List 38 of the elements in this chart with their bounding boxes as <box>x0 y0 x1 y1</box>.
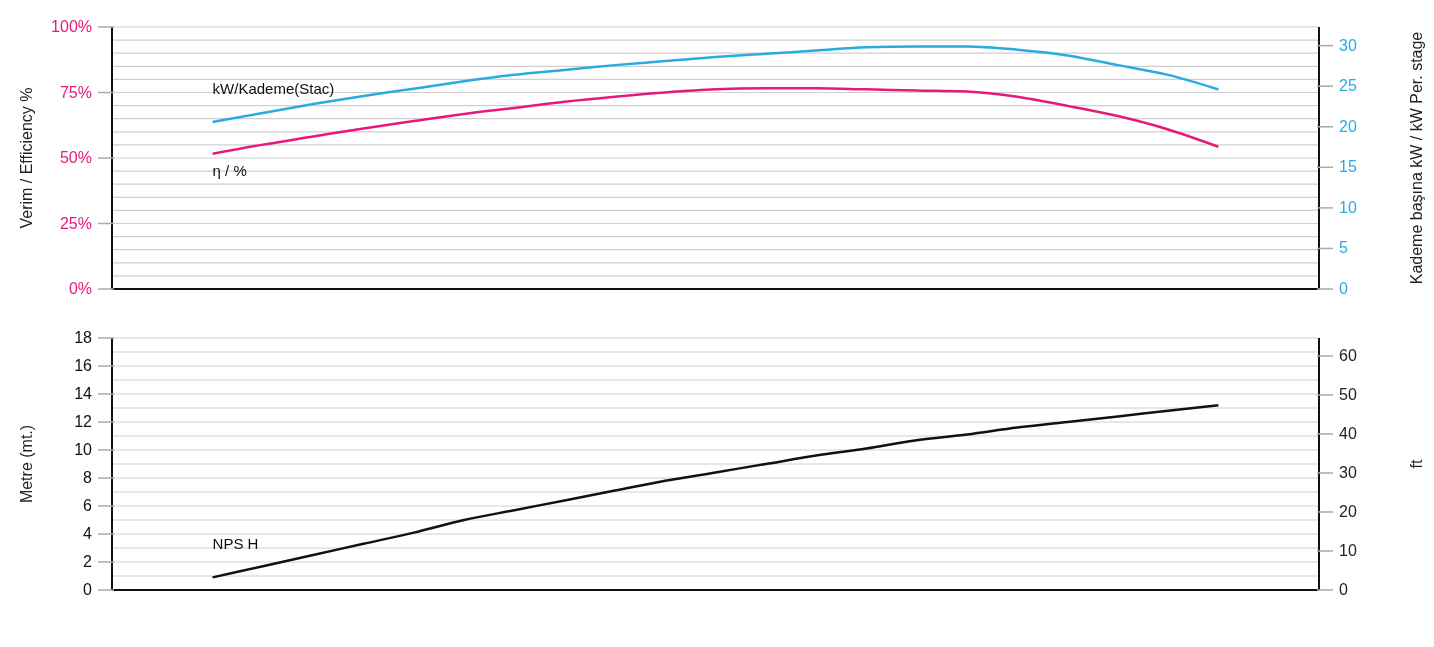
y2-tick-label: 30 <box>1339 463 1357 481</box>
y-tick-label: 50% <box>59 149 92 166</box>
y-tick-label: 25% <box>59 214 92 232</box>
y-axis-title: Metre (mt.) <box>17 424 35 504</box>
y-tick-label: 12 <box>74 413 93 430</box>
y2-tick-label: 20 <box>1339 117 1357 135</box>
y-tick-label: 75% <box>59 83 92 101</box>
series-label: η / % <box>212 161 247 179</box>
y2-tick-label: 10 <box>1339 541 1357 559</box>
y2-axis-title: Kademe başına kW / kW Per. stage <box>1407 31 1425 285</box>
series-label: NPS H <box>212 535 259 553</box>
y2-tick-label: 15 <box>1339 158 1357 176</box>
y-tick-label: 4 <box>83 525 93 542</box>
y2-tick-label: 20 <box>1339 502 1357 520</box>
y2-tick-label: 10 <box>1339 198 1357 216</box>
y-tick-label: 18 <box>74 329 93 346</box>
y2-tick-label: 0 <box>1339 581 1348 598</box>
y-tick-label: 0% <box>68 280 92 297</box>
y-tick-label: 8 <box>83 469 93 486</box>
y-tick-label: 100% <box>51 18 92 35</box>
y-tick-label: 10 <box>74 441 93 458</box>
y-tick-label: 14 <box>74 385 93 402</box>
y-tick-label: 6 <box>83 497 93 514</box>
y2-tick-label: 60 <box>1339 346 1357 364</box>
y-tick-label: 2 <box>83 553 93 570</box>
y2-tick-label: 25 <box>1339 77 1357 95</box>
series-label: kW/Kademe(Stac) <box>212 79 335 97</box>
line-series <box>211 45 1220 124</box>
y2-tick-label: 30 <box>1339 36 1357 54</box>
y2-tick-label: 50 <box>1339 385 1357 403</box>
y-axis-title: Verim / Efficiency % <box>17 87 35 229</box>
line-series <box>211 403 1220 579</box>
y2-axis-title: ft <box>1407 459 1425 469</box>
y2-tick-label: 40 <box>1339 424 1357 442</box>
y2-tick-label: 0 <box>1339 280 1348 297</box>
y-tick-label: 16 <box>74 357 93 374</box>
y2-tick-label: 5 <box>1339 239 1348 257</box>
y-tick-label: 0 <box>83 581 93 598</box>
